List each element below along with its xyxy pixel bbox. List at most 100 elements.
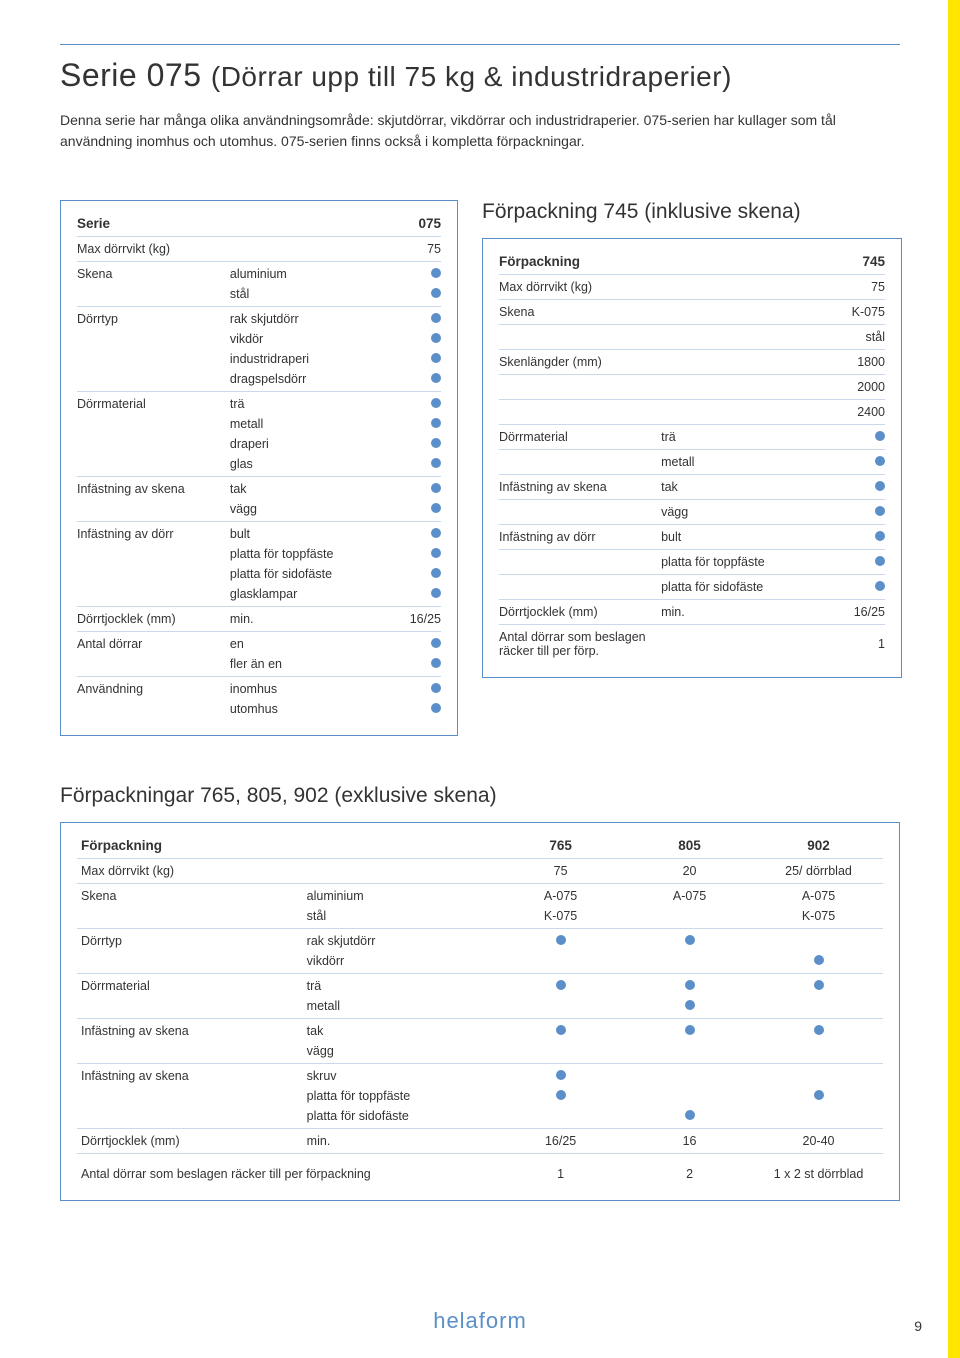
table-row: fler än en (77, 654, 441, 677)
title-rule (60, 44, 900, 45)
dot-cell (839, 525, 885, 550)
sub-cell: fler än en (230, 654, 397, 677)
table-header-value: 075 (397, 213, 441, 237)
sub-cell: draperi (230, 434, 397, 454)
sub-cell: platta för toppfäste (661, 550, 839, 575)
value-cell: 1800 (839, 350, 885, 375)
sub-cell: platta för toppfäste (230, 544, 397, 564)
dot-cell (754, 1019, 883, 1042)
dot-cell (397, 584, 441, 607)
sub-cell: tak (230, 477, 397, 500)
label-cell: Skena (77, 262, 230, 285)
value-cell (754, 1106, 883, 1129)
dot-cell (839, 575, 885, 600)
dot-cell (625, 1019, 754, 1042)
table-row: Dörrmaterialträ (77, 392, 441, 415)
dot-cell (397, 499, 441, 522)
value-cell: stål (839, 325, 885, 350)
table-row: Max dörrvikt (kg)75 (499, 275, 885, 300)
dot-icon (685, 980, 695, 990)
dot-icon (875, 431, 885, 441)
label-cell (499, 450, 661, 475)
dot-icon (556, 1090, 566, 1100)
table-row: Infästning av skenatak (77, 1019, 883, 1042)
sub-cell (661, 300, 839, 325)
value-cell (625, 1041, 754, 1064)
pack3-box: Förpackning765805902Max dörrvikt (kg)752… (60, 822, 900, 1201)
dot-cell (397, 284, 441, 307)
label-cell: Max dörrvikt (kg) (77, 237, 230, 262)
sub-cell: rak skjutdörr (230, 307, 397, 330)
pack3-col3: 902 (754, 835, 883, 859)
table-row: stål (499, 325, 885, 350)
dot-icon (556, 935, 566, 945)
dot-icon (431, 548, 441, 558)
label-cell (499, 550, 661, 575)
page-content: Serie 075 (Dörrar upp till 75 kg & indus… (0, 0, 960, 1271)
table-row: SkenaK-075 (499, 300, 885, 325)
dot-icon (431, 333, 441, 343)
value-cell (625, 951, 754, 974)
table-row: Dörrtjocklek (mm)min.16/251620-40 (77, 1129, 883, 1154)
dot-cell (496, 1064, 625, 1087)
dot-cell (397, 329, 441, 349)
label-cell (77, 349, 230, 369)
table-row: vägg (77, 499, 441, 522)
label-cell: Infästning av skena (499, 475, 661, 500)
dot-cell (397, 392, 441, 415)
l2-cell: vägg (303, 1041, 496, 1064)
dot-icon (431, 638, 441, 648)
dot-cell (839, 500, 885, 525)
label-cell (499, 575, 661, 600)
label-cell (77, 654, 230, 677)
table-row: Skenaaluminium (77, 262, 441, 285)
label-cell: Användning (77, 677, 230, 700)
dot-cell (754, 1086, 883, 1106)
value-cell (496, 1041, 625, 1064)
table-row: Infästning av dörrbult (499, 525, 885, 550)
label-cell (499, 375, 661, 400)
dot-cell (496, 974, 625, 997)
sub-cell: vägg (230, 499, 397, 522)
sub-cell: vikdör (230, 329, 397, 349)
dot-cell (397, 414, 441, 434)
label-cell: Dörrmaterial (499, 425, 661, 450)
table-row: Dörrmaterialträ (77, 974, 883, 997)
sub-cell: en (230, 632, 397, 655)
sub-cell (661, 275, 839, 300)
sub-cell (661, 400, 839, 425)
dot-cell (625, 974, 754, 997)
intro-text: Denna serie har många olika användningso… (60, 110, 880, 152)
value-cell (625, 1064, 754, 1087)
l1-cell: Dörrtyp (77, 929, 303, 952)
label-cell (77, 564, 230, 584)
table-row: utomhus (77, 699, 441, 719)
value-cell (625, 906, 754, 929)
sub-cell: dragspelsdörr (230, 369, 397, 392)
table-row: platta för sidofäste (77, 1106, 883, 1129)
title-main: Serie 075 (60, 57, 201, 93)
dot-icon (431, 528, 441, 538)
sub-cell (661, 350, 839, 375)
dot-icon (685, 935, 695, 945)
label-cell: Dörrmaterial (77, 392, 230, 415)
pack3-col1: 765 (496, 835, 625, 859)
footer: helaform (0, 1308, 960, 1334)
sub-cell: tak (661, 475, 839, 500)
dot-icon (556, 980, 566, 990)
value-cell: A-075 (496, 884, 625, 907)
sub-cell: glasklampar (230, 584, 397, 607)
sub-cell: industridraperi (230, 349, 397, 369)
dot-icon (431, 353, 441, 363)
l2-cell: aluminium (303, 884, 496, 907)
table-row: Dörrtyprak skjutdörr (77, 307, 441, 330)
value-cell: 2000 (839, 375, 885, 400)
table-row: 2000 (499, 375, 885, 400)
value-cell: 20-40 (754, 1129, 883, 1154)
table-row: Infästning av skenatak (77, 477, 441, 500)
value-cell: 16/25 (839, 600, 885, 625)
sub-cell: stål (230, 284, 397, 307)
pack3-table: Förpackning765805902Max dörrvikt (kg)752… (77, 835, 883, 1184)
dot-icon (875, 581, 885, 591)
label-cell: Dörrtjocklek (mm) (499, 600, 661, 625)
